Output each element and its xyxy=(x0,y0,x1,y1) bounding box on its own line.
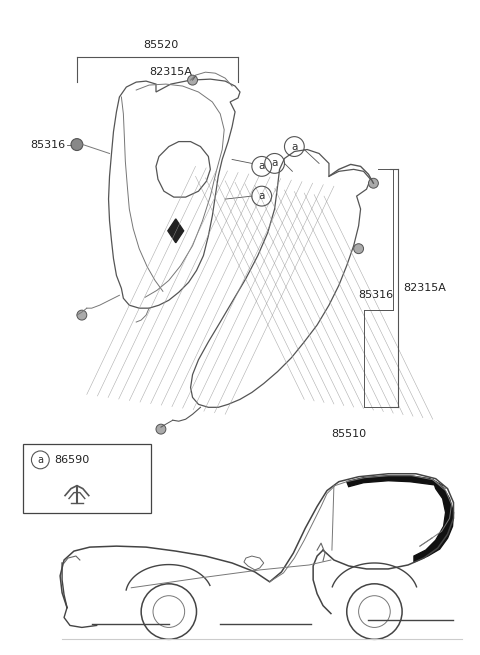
Bar xyxy=(23,444,151,514)
Circle shape xyxy=(77,310,87,320)
Text: a: a xyxy=(259,191,265,201)
Polygon shape xyxy=(168,219,184,243)
Circle shape xyxy=(156,424,166,434)
Text: a: a xyxy=(37,455,43,465)
Text: 85510: 85510 xyxy=(331,429,366,439)
Text: 85316: 85316 xyxy=(359,290,394,300)
Circle shape xyxy=(354,244,363,253)
Text: 82315A: 82315A xyxy=(403,284,446,293)
Circle shape xyxy=(71,139,83,151)
Text: 82315A: 82315A xyxy=(149,67,192,77)
Text: a: a xyxy=(271,159,278,168)
Circle shape xyxy=(369,178,378,188)
Polygon shape xyxy=(347,476,443,487)
Circle shape xyxy=(188,75,197,85)
Text: 85316: 85316 xyxy=(30,140,66,149)
Text: 86590: 86590 xyxy=(54,455,89,465)
Text: 85520: 85520 xyxy=(144,41,179,50)
Text: a: a xyxy=(259,161,265,172)
Text: a: a xyxy=(291,141,298,151)
Polygon shape xyxy=(414,479,454,562)
